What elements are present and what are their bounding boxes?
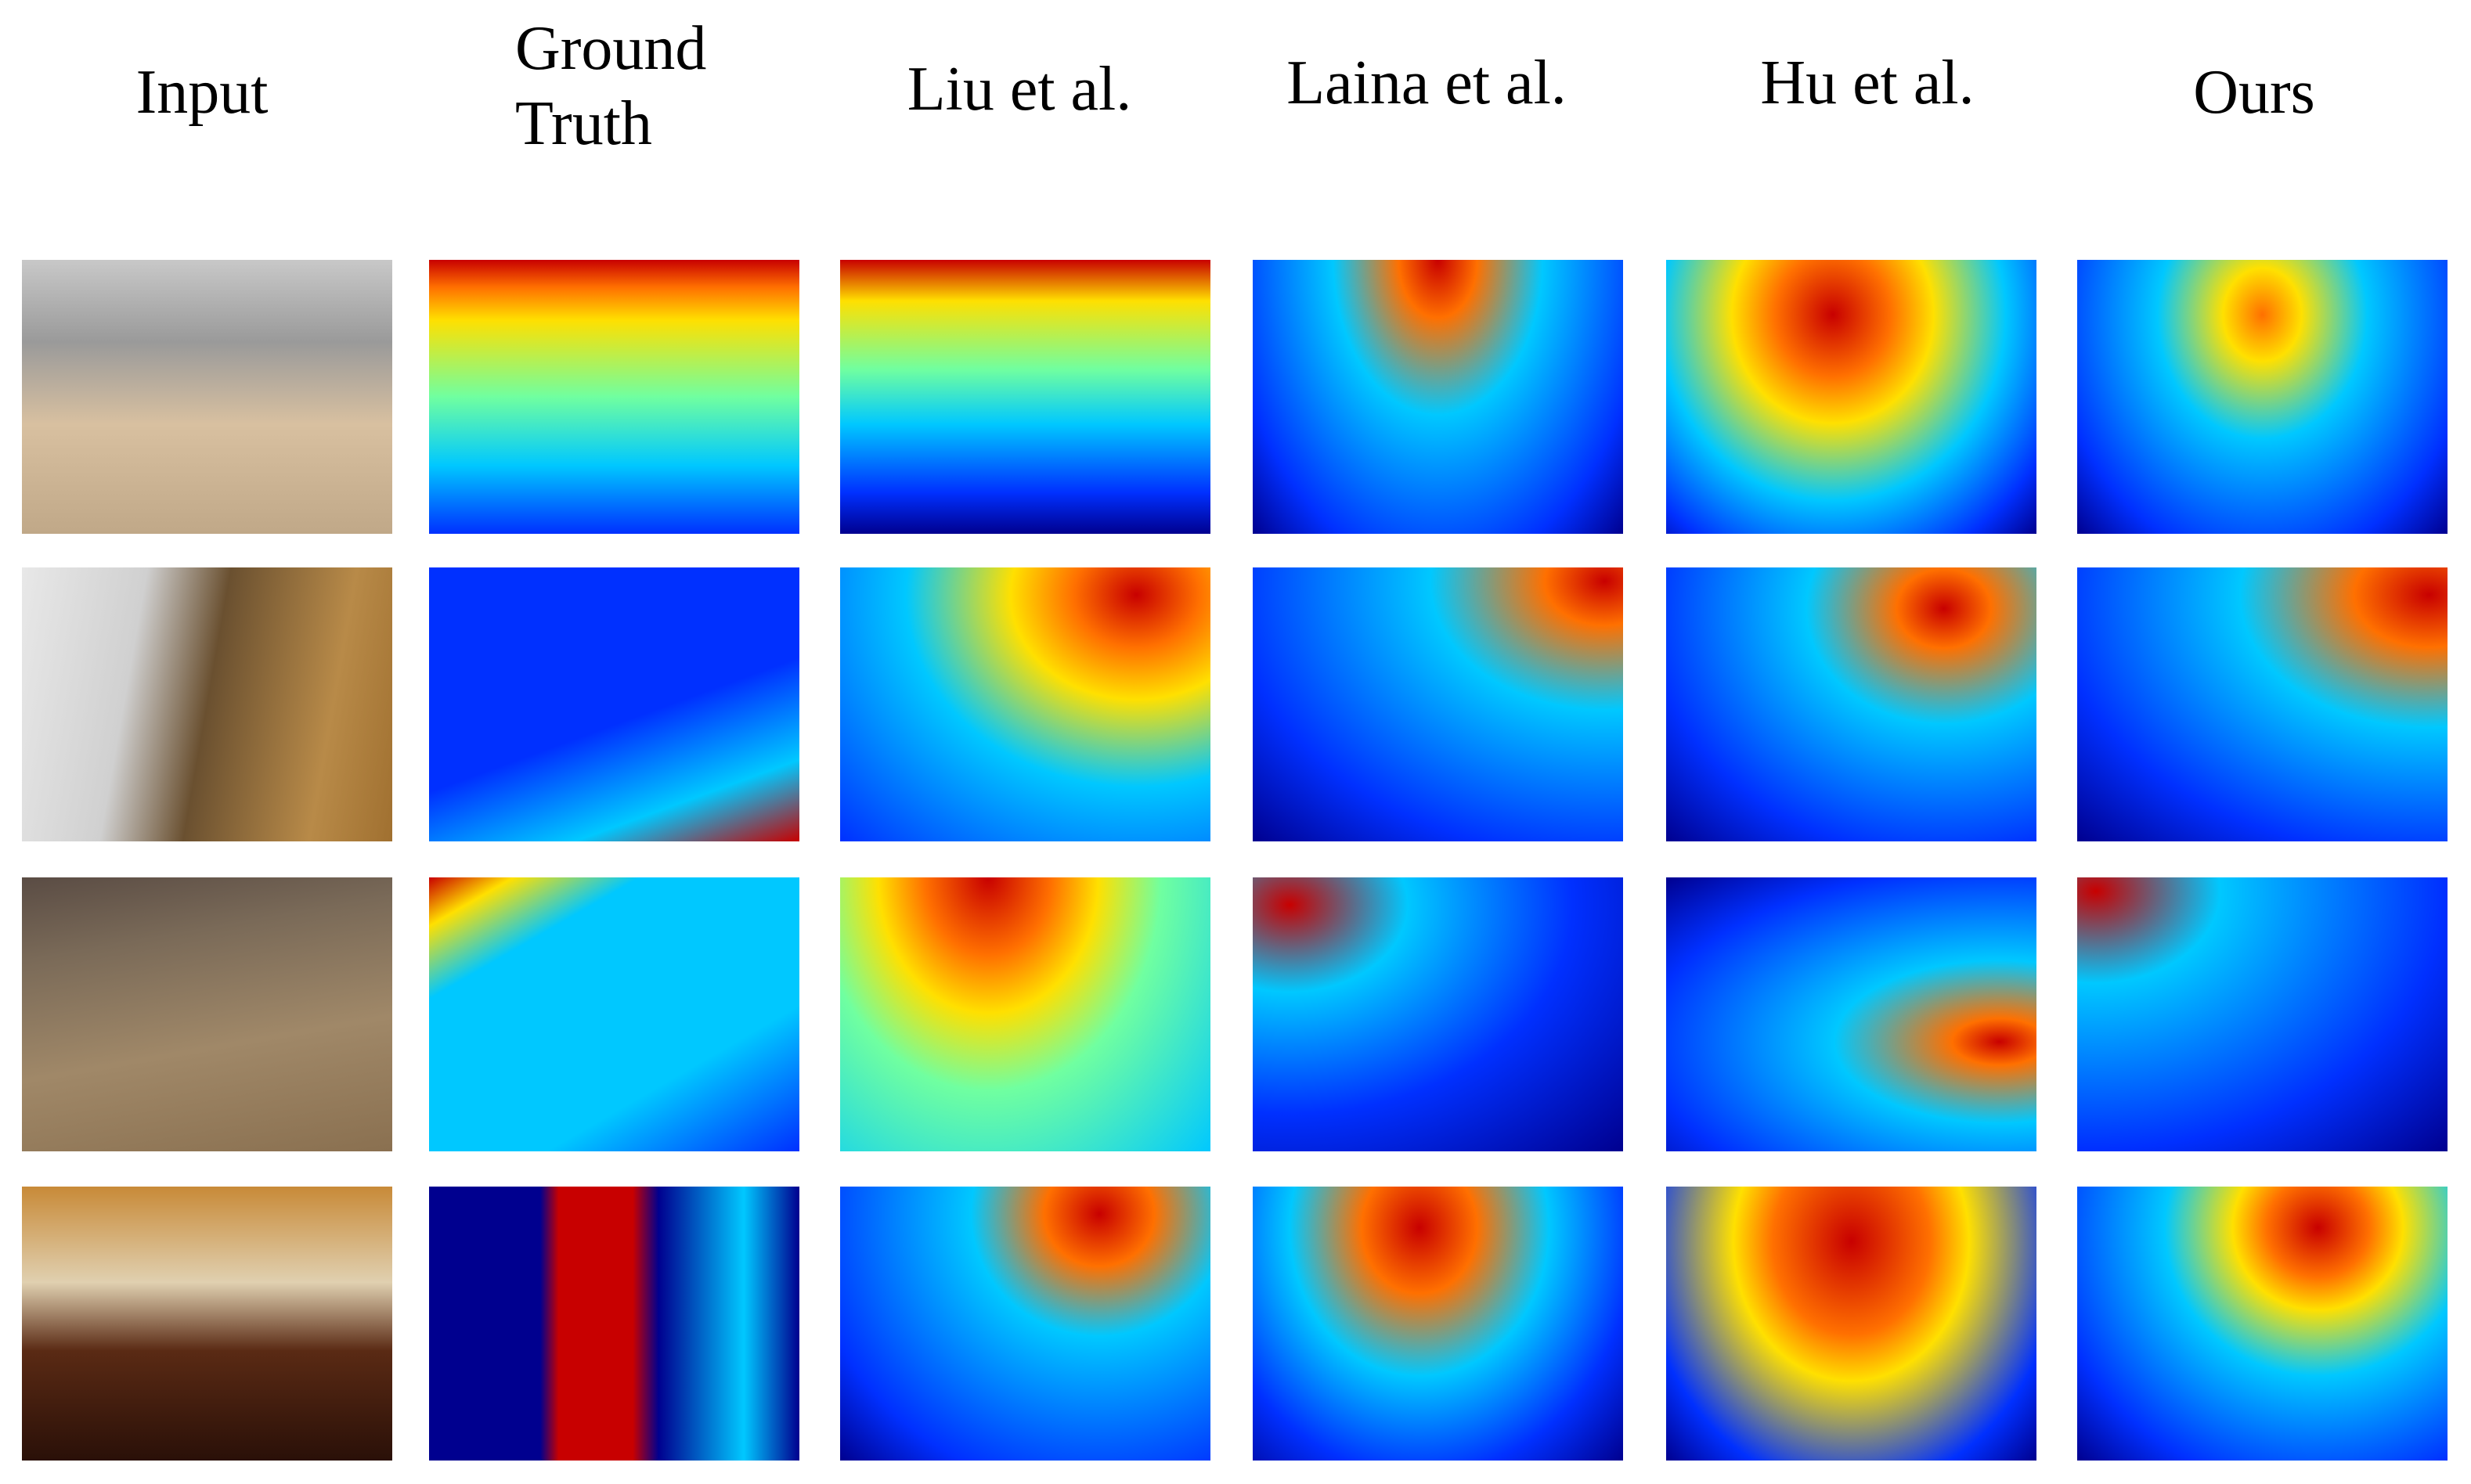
depth-map bbox=[429, 1187, 799, 1461]
depth-map bbox=[2077, 260, 2448, 534]
depth-map bbox=[2077, 877, 2448, 1151]
depth-map bbox=[840, 260, 1210, 534]
column-header: Laina et al. bbox=[1286, 49, 1567, 117]
depth-map bbox=[1253, 877, 1623, 1151]
depth-map bbox=[2077, 567, 2448, 841]
column-header: Ground Truth bbox=[515, 14, 707, 158]
depth-map bbox=[1666, 567, 2036, 841]
depth-map bbox=[1253, 260, 1623, 534]
depth-map bbox=[840, 567, 1210, 841]
column-header: Ours bbox=[2193, 58, 2315, 127]
column-header: Hu et al. bbox=[1760, 49, 1975, 117]
depth-map bbox=[1666, 260, 2036, 534]
depth-map bbox=[429, 567, 799, 841]
depth-map bbox=[840, 877, 1210, 1151]
input-image bbox=[22, 567, 392, 841]
depth-map bbox=[429, 260, 799, 534]
depth-map bbox=[1253, 567, 1623, 841]
column-header: Input bbox=[135, 58, 269, 127]
depth-map bbox=[1666, 877, 2036, 1151]
depth-map bbox=[1253, 1187, 1623, 1461]
depth-map bbox=[1666, 1187, 2036, 1461]
input-image bbox=[22, 260, 392, 534]
depth-map bbox=[840, 1187, 1210, 1461]
depth-map bbox=[2077, 1187, 2448, 1461]
input-image bbox=[22, 877, 392, 1151]
column-header: Liu et al. bbox=[907, 55, 1132, 124]
depth-map bbox=[429, 877, 799, 1151]
input-image bbox=[22, 1187, 392, 1461]
